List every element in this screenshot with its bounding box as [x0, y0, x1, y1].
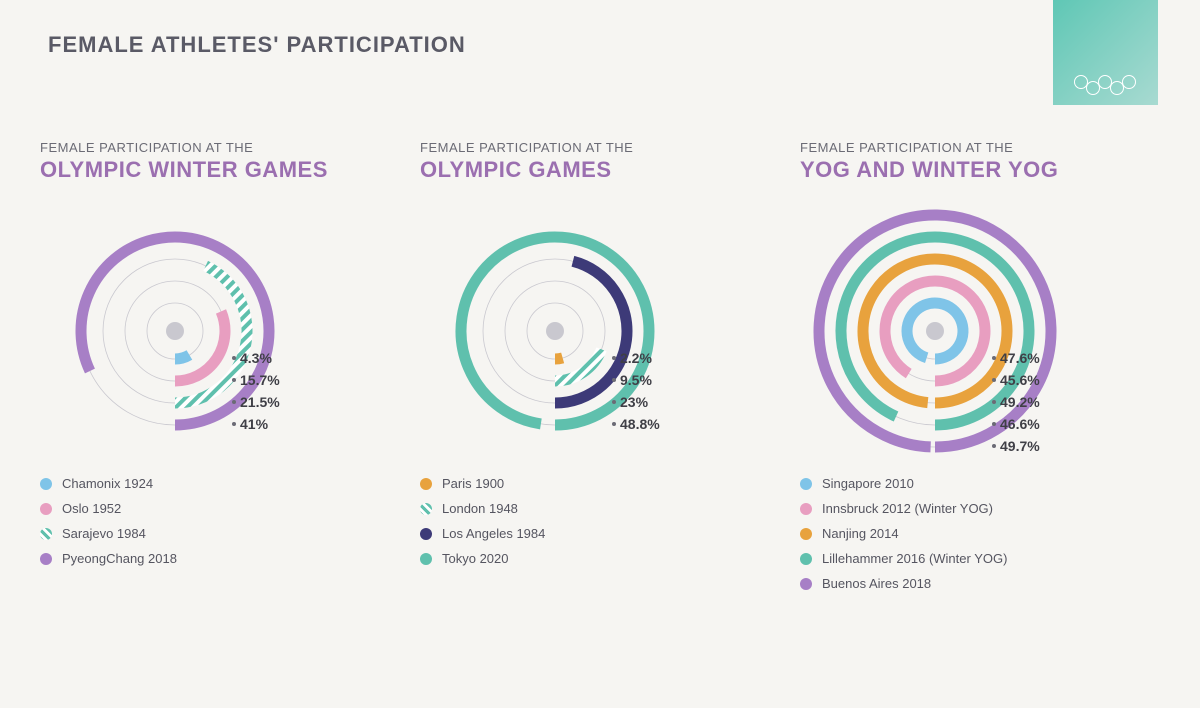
panel-title: OLYMPIC GAMES — [420, 157, 780, 183]
value-label: 46.6% — [1000, 416, 1040, 432]
legend-swatch — [800, 478, 812, 490]
legend-item: London 1948 — [420, 496, 780, 521]
legend-item: PyeongChang 2018 — [40, 546, 400, 571]
radial-chart: 47.6% 45.6% 49.2% 46.6% 49.7% — [800, 201, 1140, 461]
legend-label: Singapore 2010 — [822, 476, 914, 491]
legend-swatch — [800, 503, 812, 515]
radial-chart: 4.3% 15.7% 21.5% 41% — [40, 201, 380, 461]
legend-item: Innsbruck 2012 (Winter YOG) — [800, 496, 1160, 521]
legend: Paris 1900 London 1948 Los Angeles 1984 Tok… — [420, 471, 780, 571]
panel: FEMALE PARTICIPATION AT THE OLYMPIC WINTE… — [40, 140, 400, 596]
legend-item: Tokyo 2020 — [420, 546, 780, 571]
radial-arc — [175, 355, 189, 359]
panel: FEMALE PARTICIPATION AT THE YOG AND WINTE… — [800, 140, 1160, 596]
legend-item: Nanjing 2014 — [800, 521, 1160, 546]
value-label: 45.6% — [1000, 372, 1040, 388]
olympic-rings-icon — [1076, 75, 1136, 89]
value-label: 9.5% — [620, 372, 652, 388]
value-label: 48.8% — [620, 416, 660, 432]
legend-swatch — [40, 478, 52, 490]
legend-label: PyeongChang 2018 — [62, 551, 177, 566]
legend: Chamonix 1924 Oslo 1952 Sarajevo 1984 Pyeon… — [40, 471, 400, 571]
radial-arc — [555, 349, 601, 381]
legend-item: Los Angeles 1984 — [420, 521, 780, 546]
panel-eyebrow: FEMALE PARTICIPATION AT THE — [420, 140, 780, 155]
legend-swatch — [800, 553, 812, 565]
panels-row: FEMALE PARTICIPATION AT THE OLYMPIC WINTE… — [0, 140, 1200, 596]
panel-title: OLYMPIC WINTER GAMES — [40, 157, 400, 183]
value-label: 23% — [620, 394, 648, 410]
olympic-badge — [1053, 0, 1158, 105]
legend-label: Buenos Aires 2018 — [822, 576, 931, 591]
panel-title: YOG AND WINTER YOG — [800, 157, 1160, 183]
legend-label: Tokyo 2020 — [442, 551, 509, 566]
page-title: FEMALE ATHLETES' PARTICIPATION — [48, 32, 466, 58]
legend-swatch — [420, 478, 432, 490]
legend: Singapore 2010 Innsbruck 2012 (Winter YOG… — [800, 471, 1160, 596]
radial-chart: 2.2% 9.5% 23% 48.8% — [420, 201, 760, 461]
value-label: 15.7% — [240, 372, 280, 388]
value-label: 49.7% — [1000, 438, 1040, 454]
legend-label: Chamonix 1924 — [62, 476, 153, 491]
legend-label: Los Angeles 1984 — [442, 526, 545, 541]
legend-swatch — [40, 553, 52, 565]
radial-arc — [175, 311, 225, 381]
legend-swatch — [420, 553, 432, 565]
value-label: 49.2% — [1000, 394, 1040, 410]
legend-label: Sarajevo 1984 — [62, 526, 146, 541]
value-label: 2.2% — [620, 350, 652, 366]
value-label: 41% — [240, 416, 268, 432]
legend-item: Chamonix 1924 — [40, 471, 400, 496]
legend-label: Paris 1900 — [442, 476, 504, 491]
legend-item: Sarajevo 1984 — [40, 521, 400, 546]
legend-item: Buenos Aires 2018 — [800, 571, 1160, 596]
legend-label: Innsbruck 2012 (Winter YOG) — [822, 501, 993, 516]
legend-item: Singapore 2010 — [800, 471, 1160, 496]
legend-item: Paris 1900 — [420, 471, 780, 496]
panel-eyebrow: FEMALE PARTICIPATION AT THE — [40, 140, 400, 155]
legend-item: Oslo 1952 — [40, 496, 400, 521]
legend-swatch — [420, 503, 432, 515]
legend-label: Lillehammer 2016 (Winter YOG) — [822, 551, 1007, 566]
panel-eyebrow: FEMALE PARTICIPATION AT THE — [800, 140, 1160, 155]
panel: FEMALE PARTICIPATION AT THE OLYMPIC GAMES… — [420, 140, 780, 596]
legend-swatch — [800, 578, 812, 590]
value-label: 4.3% — [240, 350, 272, 366]
legend-label: London 1948 — [442, 501, 518, 516]
legend-swatch — [800, 528, 812, 540]
legend-swatch — [40, 503, 52, 515]
legend-label: Oslo 1952 — [62, 501, 121, 516]
legend-swatch — [40, 528, 52, 540]
legend-label: Nanjing 2014 — [822, 526, 899, 541]
legend-swatch — [420, 528, 432, 540]
value-label: 47.6% — [1000, 350, 1040, 366]
radial-arc — [555, 358, 563, 359]
value-label: 21.5% — [240, 394, 280, 410]
legend-item: Lillehammer 2016 (Winter YOG) — [800, 546, 1160, 571]
